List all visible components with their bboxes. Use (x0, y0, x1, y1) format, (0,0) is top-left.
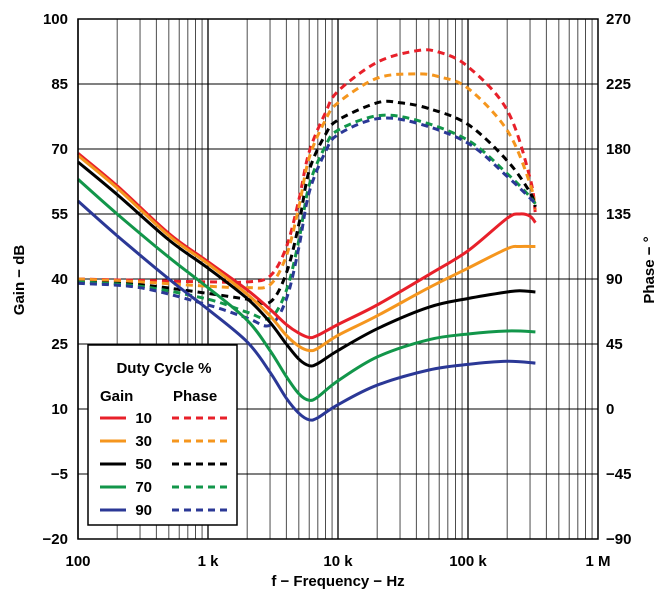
legend-label: 90 (135, 502, 152, 519)
left-y-tick-labels: 100 85 70 55 40 25 10 −5 −20 (43, 11, 68, 548)
right-y-tick-label: −90 (606, 531, 631, 548)
right-y-tick-label: 225 (606, 76, 631, 93)
legend-gain-header: Gain (100, 388, 133, 405)
right-y-tick-label: 90 (606, 271, 623, 288)
right-y-tick-label: −45 (606, 466, 631, 483)
left-y-tick-label: 100 (43, 11, 68, 28)
legend-box (87, 344, 238, 526)
left-y-tick-label: 10 (51, 401, 68, 418)
phase-line-duty-90 (77, 116, 537, 328)
legend-label: 70 (135, 479, 152, 496)
left-y-axis-title: Gain − dB (11, 245, 28, 316)
phase-line-duty-70 (77, 113, 537, 321)
gain-line-duty-50 (77, 160, 536, 368)
x-tick-label: 100 (65, 553, 90, 570)
x-tick-label: 1 M (585, 553, 610, 570)
data-series (77, 48, 537, 422)
plot-frame (77, 18, 599, 540)
right-y-tick-label: 0 (606, 401, 614, 418)
legend-rows: 10 30 50 70 90 (100, 410, 230, 519)
x-tick-label: 100 k (449, 553, 487, 570)
x-tick-label: 10 k (323, 553, 353, 570)
left-y-tick-label: 40 (51, 271, 68, 288)
legend: Duty Cycle % Gain Phase 10 30 50 70 90 (87, 344, 238, 526)
right-y-axis-title: Phase − ° (641, 236, 658, 303)
left-y-tick-label: −5 (51, 466, 68, 483)
right-y-tick-label: 45 (606, 336, 623, 353)
right-y-tick-label: 135 (606, 206, 631, 223)
legend-title: Duty Cycle % (116, 360, 211, 377)
gain-line-duty-30 (77, 154, 536, 353)
gain-line-duty-10 (77, 152, 537, 340)
left-y-tick-label: 25 (51, 336, 68, 353)
gain-line-duty-70 (77, 178, 536, 402)
left-y-tick-label: −20 (43, 531, 68, 548)
right-y-tick-label: 270 (606, 11, 631, 28)
grid-lines (77, 18, 598, 540)
legend-label: 30 (135, 433, 152, 450)
right-y-tick-label: 180 (606, 141, 631, 158)
left-y-tick-label: 55 (51, 206, 68, 223)
legend-label: 50 (135, 456, 152, 473)
x-tick-labels: 100 1 k 10 k 100 k 1 M (65, 553, 610, 570)
left-y-tick-label: 85 (51, 76, 68, 93)
x-axis-title: f − Frequency − Hz (271, 573, 404, 590)
x-tick-label: 1 k (198, 553, 220, 570)
gain-line-duty-90 (77, 199, 536, 422)
legend-label: 10 (135, 410, 152, 427)
left-y-tick-label: 70 (51, 141, 68, 158)
right-y-tick-labels: 270 225 180 135 90 45 0 −45 −90 (606, 11, 631, 548)
legend-phase-header: Phase (173, 388, 217, 405)
phase-line-duty-50 (77, 99, 537, 306)
